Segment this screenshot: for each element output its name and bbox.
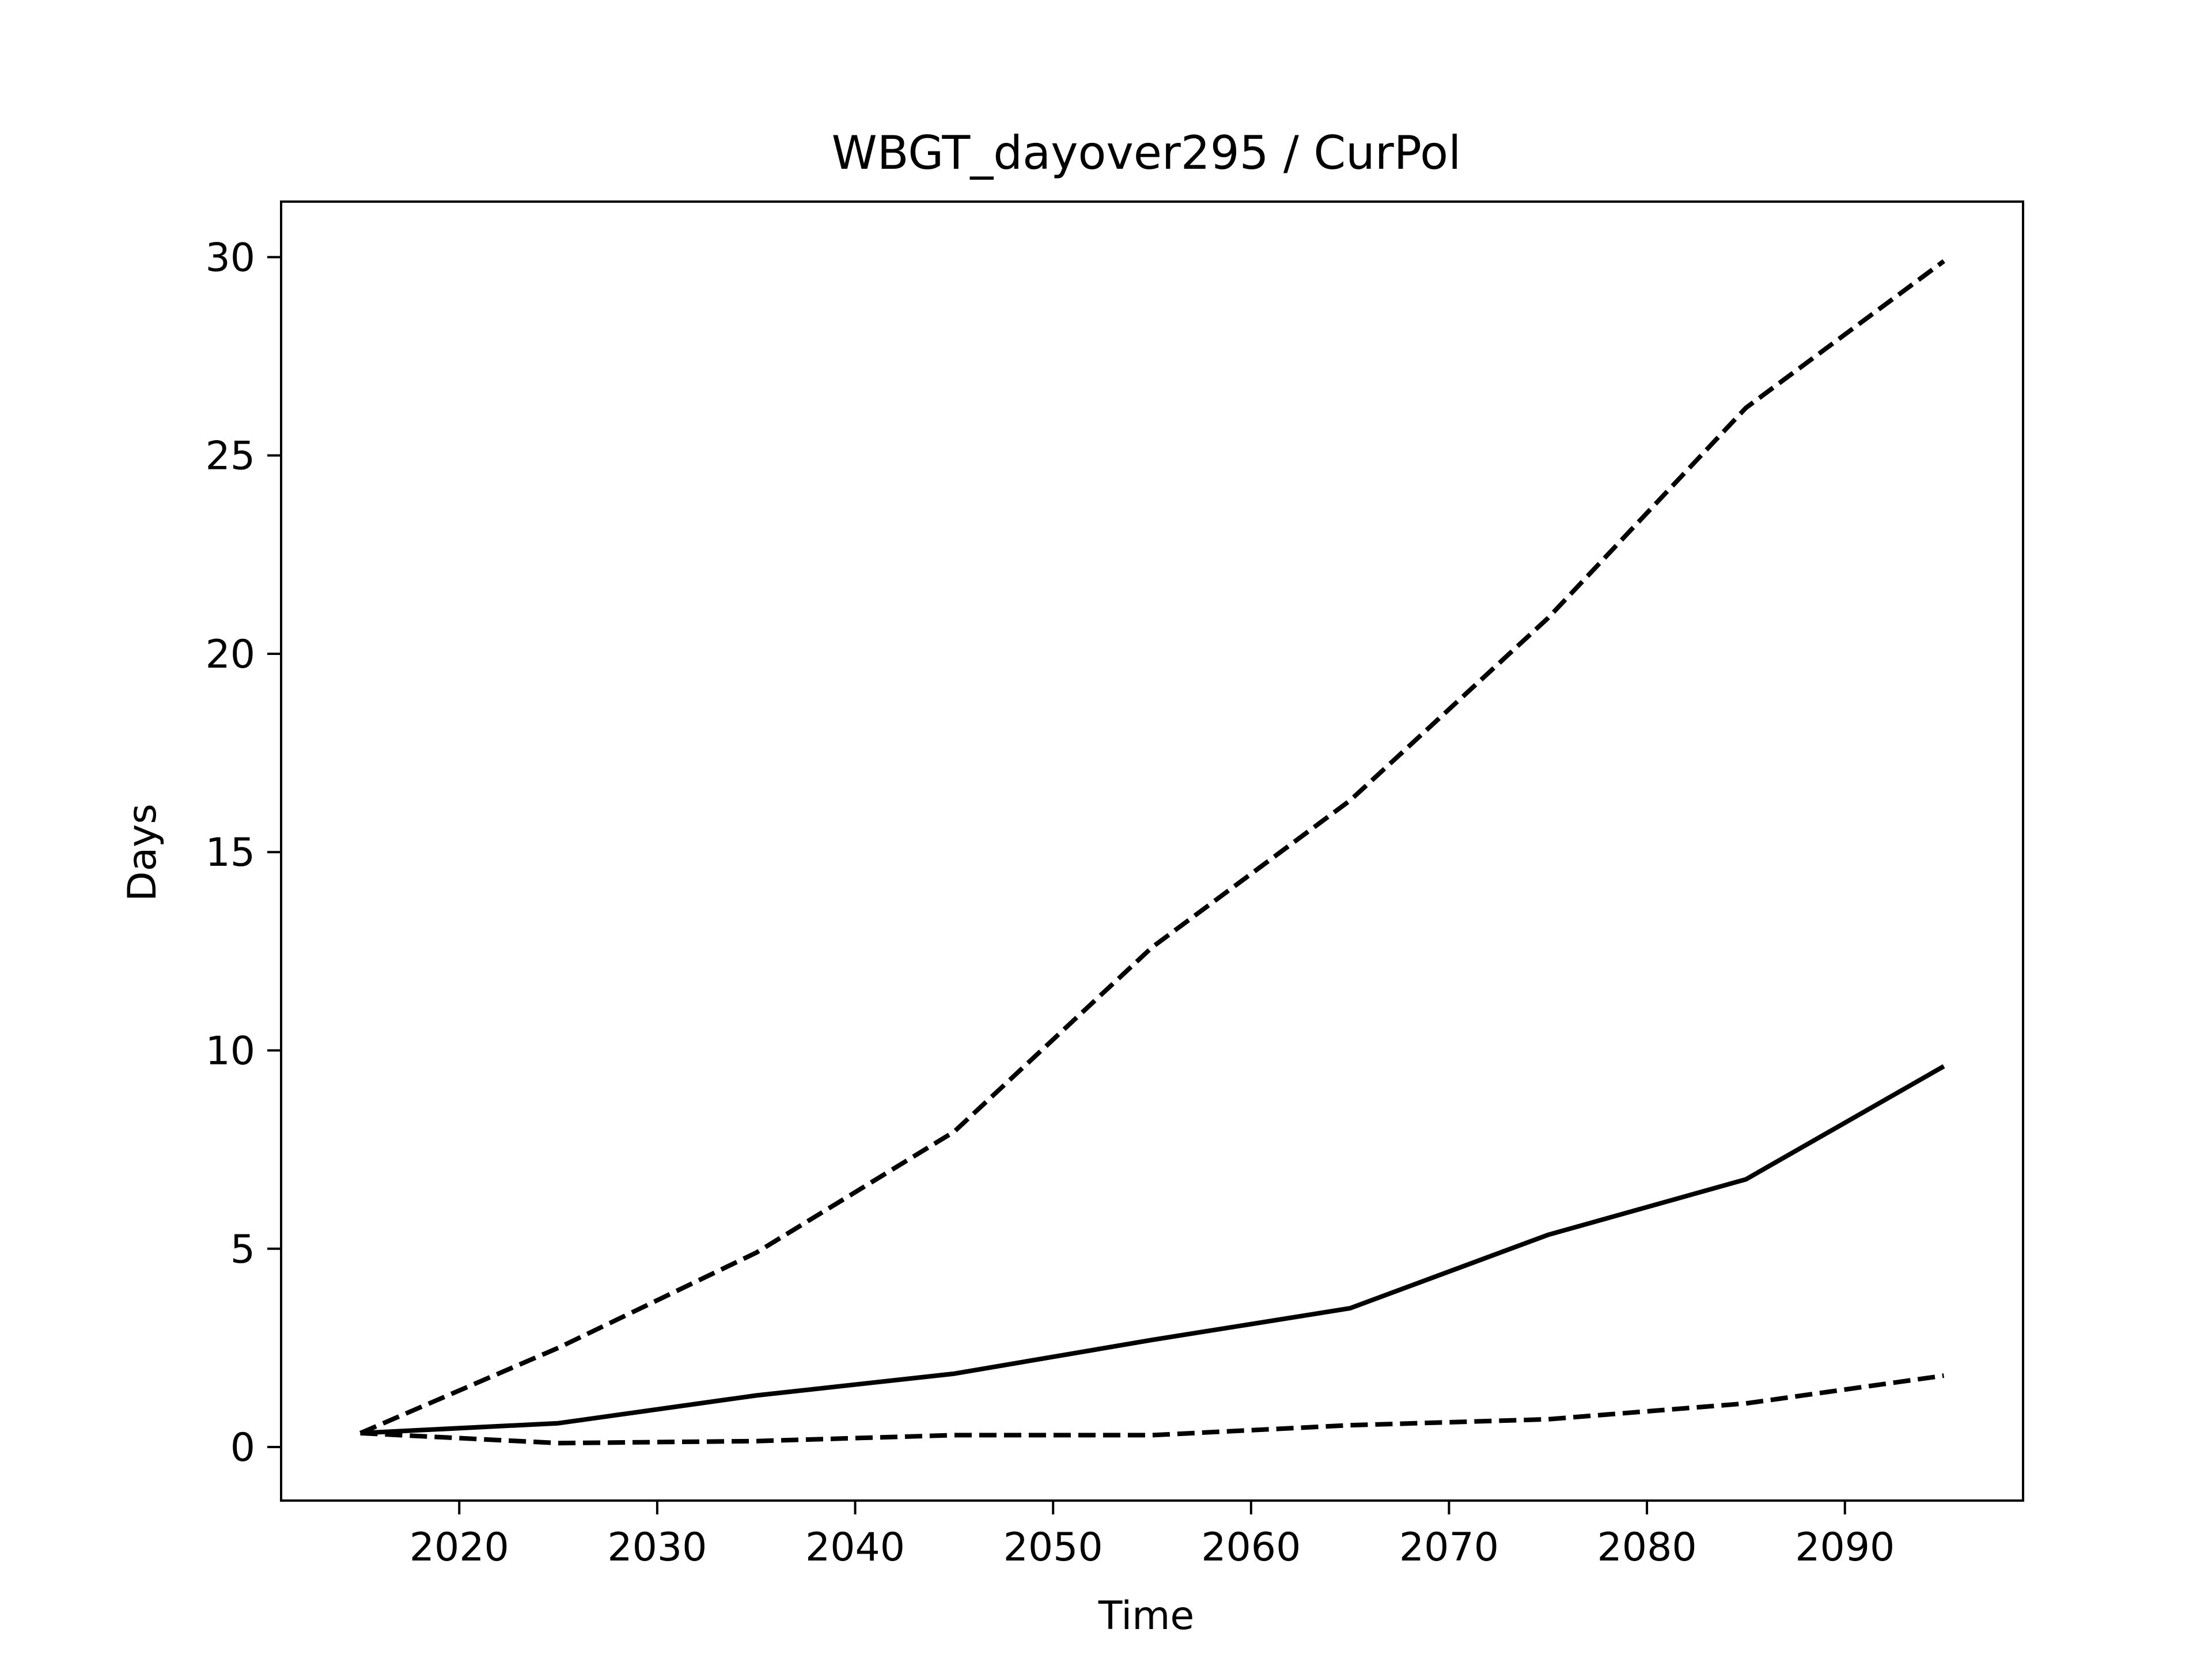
x-tick-label: 2070: [1399, 1525, 1499, 1570]
y-tick-label: 5: [230, 1227, 255, 1272]
series-line-2-dashed: [359, 259, 1945, 1435]
series-line-3-dashed: [360, 1373, 1945, 1446]
y-tick-label: 20: [205, 632, 255, 677]
x-tick-label: 2090: [1795, 1525, 1895, 1570]
chart-title: WBGT_dayover295 / CurPol: [832, 126, 1461, 180]
y-tick-label: 25: [205, 434, 255, 479]
x-tick-label: 2060: [1201, 1525, 1301, 1570]
plot-area-frame: [280, 200, 2024, 1502]
y-axis-label: Days: [120, 804, 165, 902]
series-line-1-solid: [360, 1064, 1945, 1435]
x-tick-label: 2030: [607, 1525, 707, 1570]
x-tick-label: 2050: [1003, 1525, 1103, 1570]
x-tick-label: 2080: [1597, 1525, 1697, 1570]
y-tick-label: 15: [205, 830, 255, 876]
x-axis-label: Time: [1098, 1593, 1194, 1639]
x-tick-label: 2040: [805, 1525, 905, 1570]
x-axis: 2020 2030 2040 2050 2060 2070 2080 2090: [410, 1501, 1895, 1570]
x-tick-label: 2020: [410, 1525, 509, 1570]
y-axis: 0 5 10 15 20 25 30: [205, 235, 281, 1471]
y-tick-label: 0: [230, 1425, 255, 1471]
plot-series: [359, 259, 1945, 1446]
y-tick-label: 30: [205, 235, 255, 281]
y-tick-label: 10: [205, 1028, 255, 1074]
